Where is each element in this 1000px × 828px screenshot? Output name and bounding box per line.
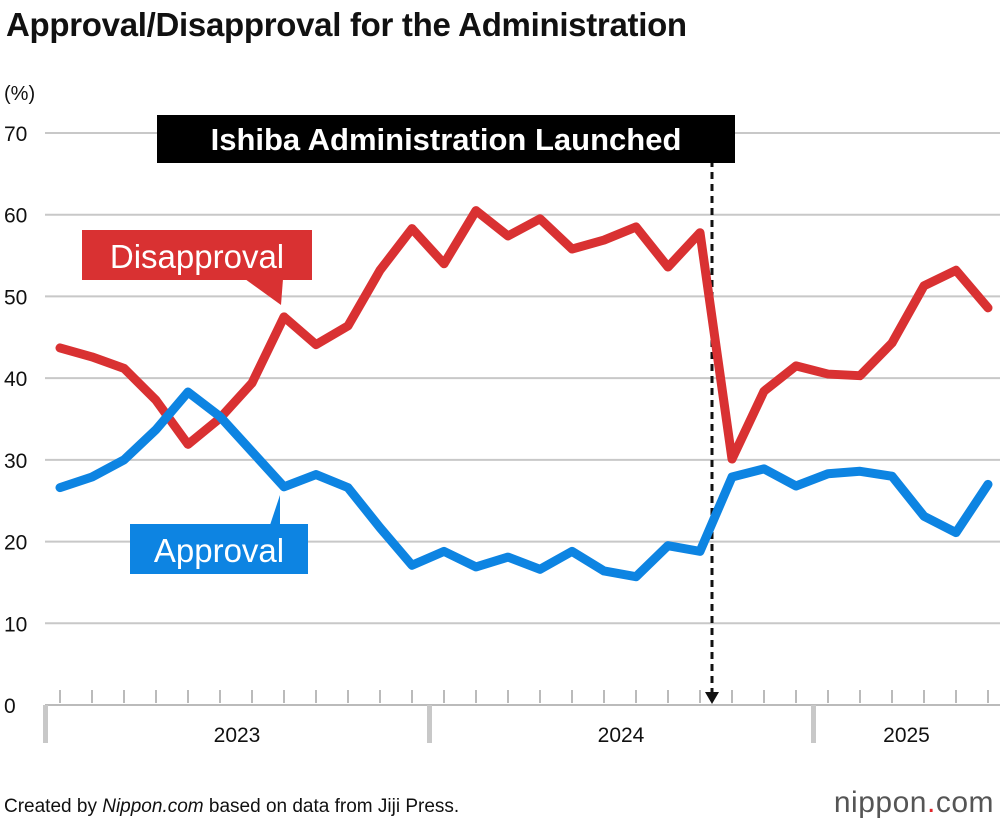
y-tick-label: 20: [4, 532, 27, 555]
annotation-box: [157, 115, 735, 163]
y-tick-label: 50: [4, 286, 27, 309]
source-suffix: based on data from Jiji Press.: [203, 796, 460, 817]
logo-text: nippon: [833, 786, 927, 819]
x-year-label: 2024: [598, 724, 645, 747]
y-tick-label: 40: [4, 368, 27, 391]
legend-label-disapproval: Disapproval: [110, 238, 284, 275]
year-separator: [427, 705, 432, 743]
legend-box-disapproval: [82, 230, 312, 280]
series-line-approval: [55, 387, 993, 582]
legend-label-approval: Approval: [154, 532, 284, 569]
annotation-label: Ishiba Administration Launched: [211, 122, 682, 157]
chart-title: Approval/Disapproval for the Administrat…: [6, 6, 687, 43]
series-line-disapproval: [55, 206, 993, 464]
launch-marker-arrow: [705, 692, 719, 704]
y-tick-label: 30: [4, 450, 27, 473]
y-tick-label: 0: [4, 695, 16, 718]
year-separator: [43, 705, 48, 743]
source-name: Nippon.com: [102, 796, 204, 817]
y-axis-label: (%): [4, 83, 35, 105]
legend-pointer-approval: [270, 495, 280, 525]
nippon-logo: nippon.com: [834, 786, 994, 820]
y-tick-label: 10: [4, 613, 27, 636]
year-separator: [811, 705, 816, 743]
line-chart: (%) 0 10 20 30 40 50 60 70 2023 2024 2025 Ishiba Adm…: [4, 83, 1000, 747]
source-prefix: Created by: [4, 796, 103, 817]
y-tick-label: 60: [4, 205, 27, 228]
legend-pointer-disapproval: [245, 279, 283, 305]
legend-box-approval: [130, 524, 308, 574]
logo-dot: .: [926, 786, 936, 819]
x-year-label: 2025: [883, 724, 930, 747]
y-tick-label: 70: [4, 123, 27, 146]
x-year-label: 2023: [214, 724, 261, 747]
source-note: Created by Nippon.com based on data from…: [4, 796, 459, 818]
logo-text-suffix: com: [935, 786, 994, 819]
